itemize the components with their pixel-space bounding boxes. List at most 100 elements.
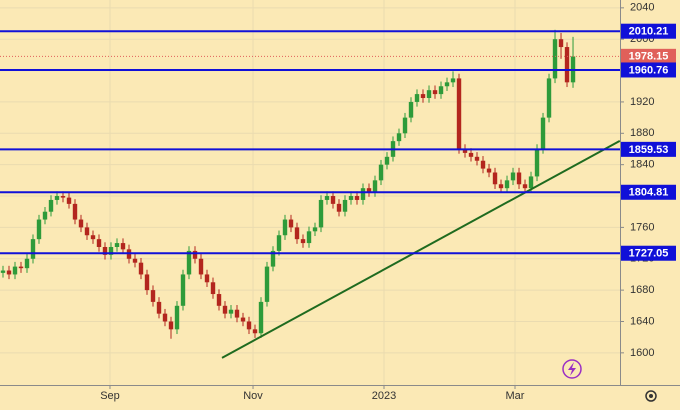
candle-body [186, 250, 192, 275]
candle [222, 301, 228, 319]
candle-body [192, 250, 198, 259]
candle-body [468, 152, 474, 157]
y-tick-label: 1680 [630, 284, 654, 296]
axis-labels: 1600164016801720176018001840188019201960… [100, 2, 676, 402]
candle-body [330, 196, 336, 204]
candle [414, 89, 420, 107]
candle-body [204, 274, 210, 283]
candle-body [180, 274, 186, 306]
candle-body [540, 117, 546, 149]
candle-body [384, 156, 390, 165]
candle-body [408, 101, 414, 118]
candle-body [102, 246, 108, 255]
candle-body [48, 199, 54, 212]
candle-body [96, 239, 102, 247]
candle-body [114, 243, 120, 247]
settings-icon[interactable] [645, 390, 657, 402]
candle [534, 144, 540, 182]
candle-body [366, 188, 372, 193]
candle [84, 222, 90, 240]
candle [204, 269, 210, 287]
candle-body [78, 219, 84, 228]
candle [30, 234, 36, 264]
candle [96, 234, 102, 252]
candle [312, 222, 318, 237]
level-label: 1804.81 [629, 187, 669, 199]
candle [378, 159, 384, 186]
candle-body [282, 219, 288, 236]
candle-body [564, 47, 570, 83]
y-tick-label: 1840 [630, 159, 654, 171]
y-tick-label: 2040 [630, 2, 654, 14]
candle-body [348, 196, 354, 200]
candle-body [66, 197, 72, 204]
candle [426, 85, 432, 103]
candle [336, 199, 342, 217]
level-box [621, 23, 676, 39]
candle [432, 85, 438, 99]
candle-body [120, 243, 126, 250]
candle [12, 261, 18, 280]
level-box [621, 62, 676, 78]
candle [168, 316, 174, 339]
candle-body [246, 321, 252, 330]
candle-body [12, 266, 18, 275]
candle [102, 242, 108, 260]
candle-body [504, 180, 510, 189]
candle-body [426, 90, 432, 99]
level-label: 1859.53 [629, 144, 669, 156]
candle-body [306, 231, 312, 244]
candle [6, 265, 12, 280]
candle-body [324, 196, 330, 200]
lightning-icon[interactable] [562, 359, 582, 379]
candle-body [528, 176, 534, 189]
candle [150, 285, 156, 307]
candle [564, 42, 570, 88]
candle-body [480, 160, 486, 169]
candle-body [342, 199, 348, 212]
candle-body [252, 329, 258, 334]
candle-body [432, 90, 438, 95]
candle-body [108, 246, 114, 255]
y-tick-label: 1640 [630, 315, 654, 327]
candle [186, 246, 192, 280]
candle-body [396, 133, 402, 142]
candle-body [312, 227, 318, 232]
candle-body [558, 39, 564, 48]
candle-body [156, 301, 162, 314]
level-box [621, 141, 676, 157]
candle [282, 214, 288, 240]
candle-body [240, 317, 246, 322]
candle-body [492, 172, 498, 185]
candle [144, 269, 150, 295]
candle [492, 167, 498, 189]
candle-body [168, 321, 174, 330]
candle-body [474, 156, 480, 161]
candle [108, 242, 114, 260]
candle [360, 183, 366, 205]
candle [510, 167, 516, 186]
candle-body [222, 305, 228, 314]
candle-body [510, 172, 516, 181]
candle-body [6, 270, 12, 275]
candle-body [516, 172, 522, 185]
x-tick-label: Sep [100, 390, 120, 402]
candle [174, 301, 180, 335]
candle [42, 207, 48, 225]
candle-body [336, 203, 342, 212]
candle [456, 73, 462, 154]
candle [366, 183, 372, 197]
candle-body [258, 301, 264, 334]
candle [240, 312, 246, 327]
last-price-label: 1978.15 [629, 51, 669, 63]
candle-body [498, 184, 504, 189]
candle [270, 246, 276, 272]
candle [162, 308, 168, 327]
candle-body [438, 86, 444, 95]
candle [72, 199, 78, 225]
candle [264, 261, 270, 307]
candle [372, 175, 378, 197]
candle [330, 191, 336, 209]
level-box [621, 184, 676, 200]
candle [486, 163, 492, 178]
